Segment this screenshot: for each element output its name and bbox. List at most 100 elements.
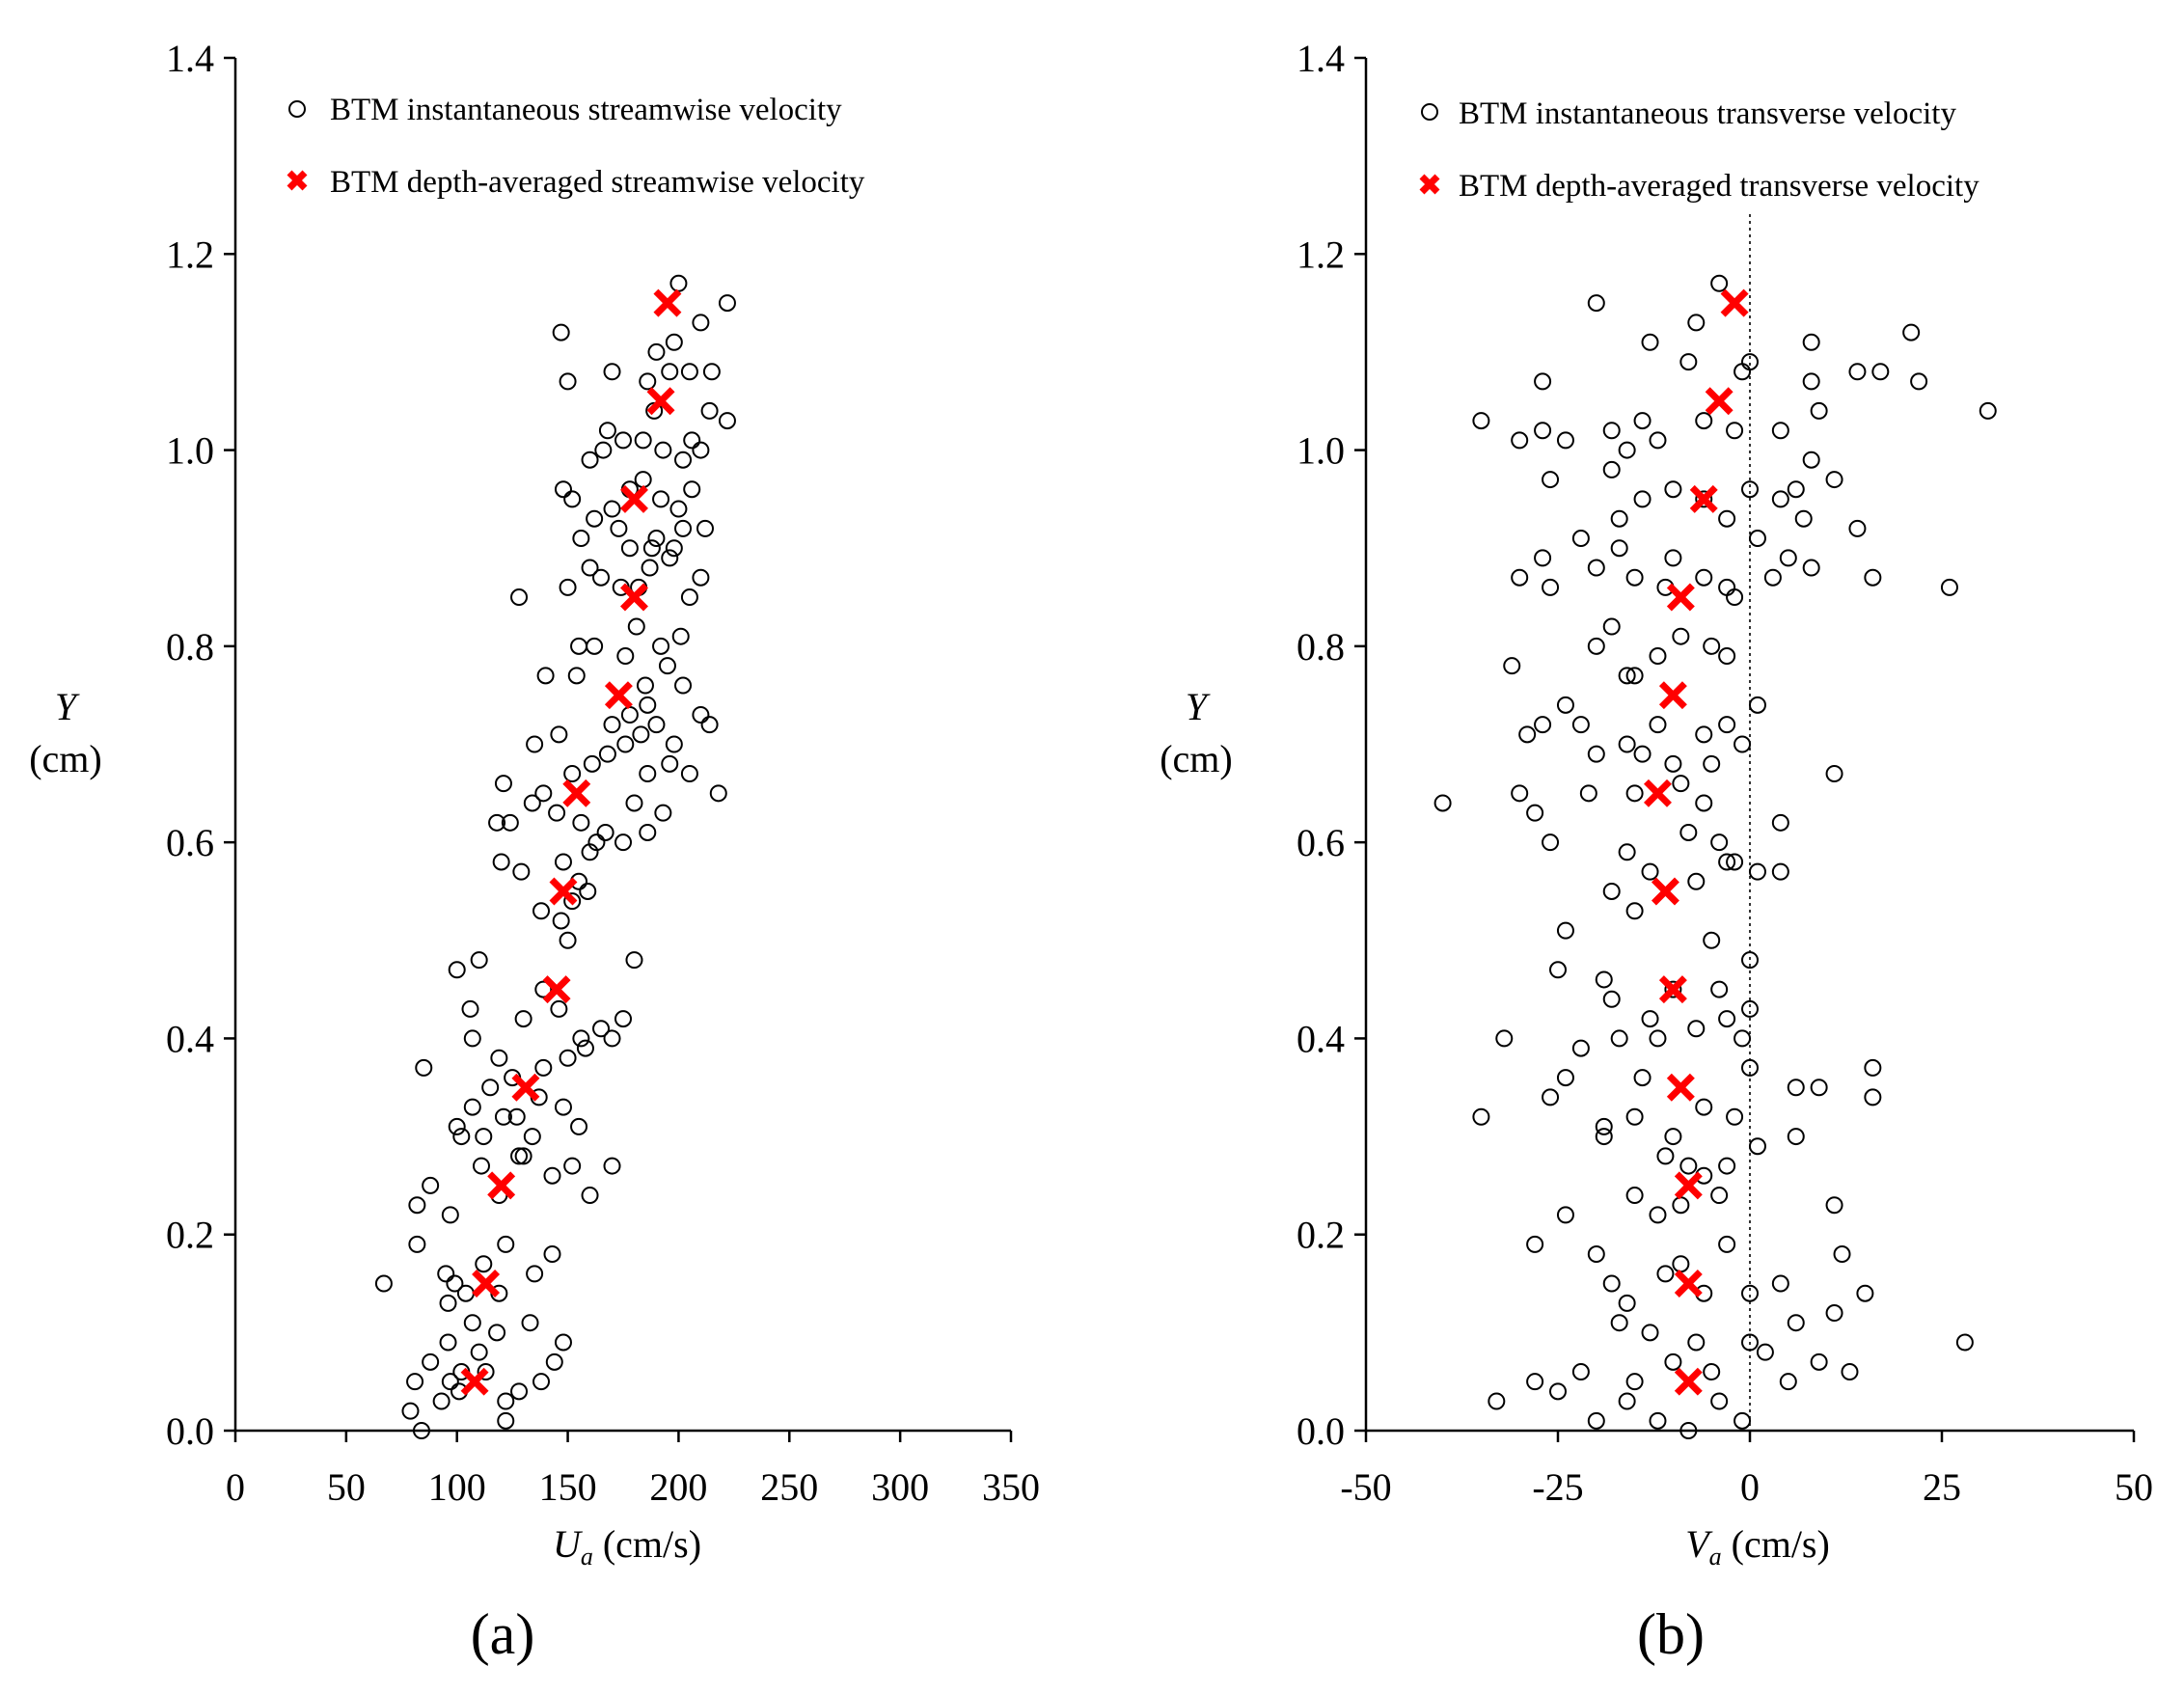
panel-a-instantaneous-point — [669, 500, 688, 518]
panel-a-instantaneous-point — [470, 951, 488, 970]
panel-a-y-tick-label: 0.2 — [166, 1214, 214, 1257]
panel-b-instantaneous-point — [1526, 804, 1544, 822]
panel-b-instantaneous-point — [1771, 1274, 1789, 1293]
panel-a-ticks: 0.0 0.2 0.4 0.6 0.8 1.0 1.2 1.4 0 50 100 150 200 250 3… — [166, 37, 1040, 1509]
panel-a-instantaneous-point — [477, 1363, 495, 1381]
panel-b-instantaneous-point — [1841, 1363, 1859, 1381]
panel-a-instantaneous-point — [497, 1235, 515, 1253]
panel-b-instantaneous-point — [1848, 519, 1867, 537]
panel-a-instantaneous-point — [475, 1128, 493, 1146]
panel-b-instantaneous-point — [1687, 1020, 1706, 1038]
panel-a-depth-averaged-point — [472, 1270, 501, 1298]
panel-a-instantaneous-point — [671, 627, 690, 645]
panel-a-instantaneous-point — [636, 676, 654, 695]
panel-b-instantaneous-point — [1649, 1411, 1667, 1430]
panel-b-x-tick-label: -50 — [1340, 1465, 1391, 1509]
panel-a-instantaneous-point — [674, 676, 693, 695]
panel-b-instantaneous-point — [1741, 1333, 1759, 1352]
panel-a-data-points — [374, 274, 736, 1439]
panel-a-instantaneous-point — [592, 568, 611, 587]
panel-b-instantaneous-point — [1779, 1373, 1797, 1391]
panel-b-instantaneous-point — [1625, 667, 1644, 685]
panel-b-instantaneous-point — [1625, 1373, 1644, 1391]
panel-b-depth-averaged-stroke — [1689, 484, 1718, 513]
panel-a-instantaneous-point — [581, 559, 599, 577]
panel-b-instantaneous-point — [1664, 980, 1682, 998]
panel-b-instantaneous-point — [1756, 1343, 1774, 1361]
panel-b-instantaneous-point — [1602, 422, 1621, 440]
panel-a-depth-averaged-stroke — [646, 387, 675, 416]
panel-b-instantaneous-point — [1703, 637, 1721, 655]
panel-b-instantaneous-point — [1763, 568, 1782, 587]
panel-a-instantaneous-point — [647, 530, 666, 548]
panel-b-instantaneous-point — [1587, 1245, 1605, 1264]
panel-a-instantaneous-point — [550, 725, 568, 744]
panel-b-instantaneous-point — [1556, 696, 1574, 714]
panel-a-instantaneous-point — [596, 823, 614, 841]
panel-b-instantaneous-point — [1741, 1284, 1759, 1302]
panel-b-instantaneous-point — [1542, 578, 1560, 596]
panel-b-instantaneous-point — [1741, 1058, 1759, 1077]
panel-a-instantaneous-point — [700, 716, 719, 734]
panel-a-instantaneous-point — [472, 1157, 490, 1175]
panel-b-instantaneous-point — [1618, 735, 1636, 753]
panel-a-instantaneous-point — [572, 530, 590, 548]
panel-a-instantaneous-point — [692, 568, 710, 587]
panel-a-instantaneous-point — [661, 363, 679, 381]
panel-a-instantaneous-point — [497, 1411, 515, 1430]
panel-a-instantaneous-point — [494, 1107, 512, 1126]
panel-a-y-tick-label: 1.0 — [166, 429, 214, 473]
panel-b-depth-averaged-point — [1658, 975, 1687, 1004]
panel-a-x-tick-label: 150 — [539, 1465, 597, 1509]
panel-b-instantaneous-point — [1787, 480, 1805, 499]
panel-b-instantaneous-point — [1518, 725, 1537, 744]
panel-a-instantaneous-point — [620, 706, 639, 724]
panel-b-instantaneous-point — [1741, 951, 1759, 970]
panel-b-instantaneous-point — [1726, 588, 1744, 607]
panel-b-instantaneous-point — [1542, 471, 1560, 489]
panel-a-instantaneous-point — [583, 754, 601, 773]
panel-b-instantaneous-point — [1672, 775, 1690, 793]
panel-b-instantaneous-point — [1664, 480, 1682, 499]
panel-b-instantaneous-point — [1710, 1392, 1729, 1410]
panel-b-instantaneous-point — [1579, 784, 1597, 803]
panel-b-instantaneous-point — [1664, 754, 1682, 773]
panel-b-instantaneous-point — [1718, 716, 1736, 734]
panel-b-instantaneous-point — [1979, 401, 1997, 420]
panel-a-depth-averaged-point — [620, 583, 648, 612]
panel-b-instantaneous-point — [1641, 1010, 1659, 1028]
panel-b-instantaneous-point — [1718, 1010, 1736, 1028]
panel-a-instantaneous-point — [683, 480, 701, 499]
panel-a-instantaneous-point — [627, 617, 645, 636]
panel-b-legend-label-depth-averaged: BTM depth-averaged transverse velocity — [1459, 169, 1979, 204]
panel-a-instantaneous-point — [652, 490, 670, 508]
panel-b-instantaneous-point — [1787, 1128, 1805, 1146]
panel-a-depth-averaged-point — [620, 484, 648, 513]
panel-a-depth-averaged-stroke — [542, 975, 571, 1004]
panel-a-instantaneous-point — [492, 853, 510, 871]
panel-b-instantaneous-point — [1542, 1088, 1560, 1107]
panel-b-depth-averaged-stroke — [1705, 387, 1734, 416]
panel-a-label: (a) — [471, 1602, 535, 1666]
panel-b-instantaneous-point — [1633, 1069, 1652, 1087]
panel-a-legend-label-depth-averaged: BTM depth-averaged streamwise velocity — [330, 165, 865, 200]
panel-b-instantaneous-point — [1656, 1265, 1675, 1283]
panel-b-instantaneous-point — [1718, 1235, 1736, 1253]
panel-b-instantaneous-point — [1825, 1304, 1843, 1323]
panel-b-instantaneous-point — [1718, 853, 1736, 871]
panel-a-instantaneous-point — [570, 637, 588, 655]
panel-b-depth-averaged-stroke — [1651, 877, 1679, 906]
panel-a-instantaneous-point — [620, 539, 639, 558]
panel-a-instantaneous-point — [422, 1352, 440, 1371]
panel-a-label-text: (a) — [471, 1602, 535, 1666]
panel-b-instantaneous-point — [1695, 568, 1713, 587]
panel-b-x-tick-label: 25 — [1923, 1465, 1961, 1509]
panel-b-instantaneous-point — [1571, 716, 1590, 734]
panel-b-y-label-unit: (cm) — [1160, 737, 1233, 780]
panel-a-instantaneous-point — [559, 1049, 577, 1067]
panel-a-depth-averaged-point — [460, 1367, 489, 1396]
panel-b-depth-averaged-stroke — [1658, 681, 1687, 710]
panel-b-instantaneous-point — [1687, 872, 1706, 890]
panel-a-instantaneous-point — [654, 804, 672, 822]
panel-b-depth-averaged-point — [1674, 1171, 1703, 1200]
